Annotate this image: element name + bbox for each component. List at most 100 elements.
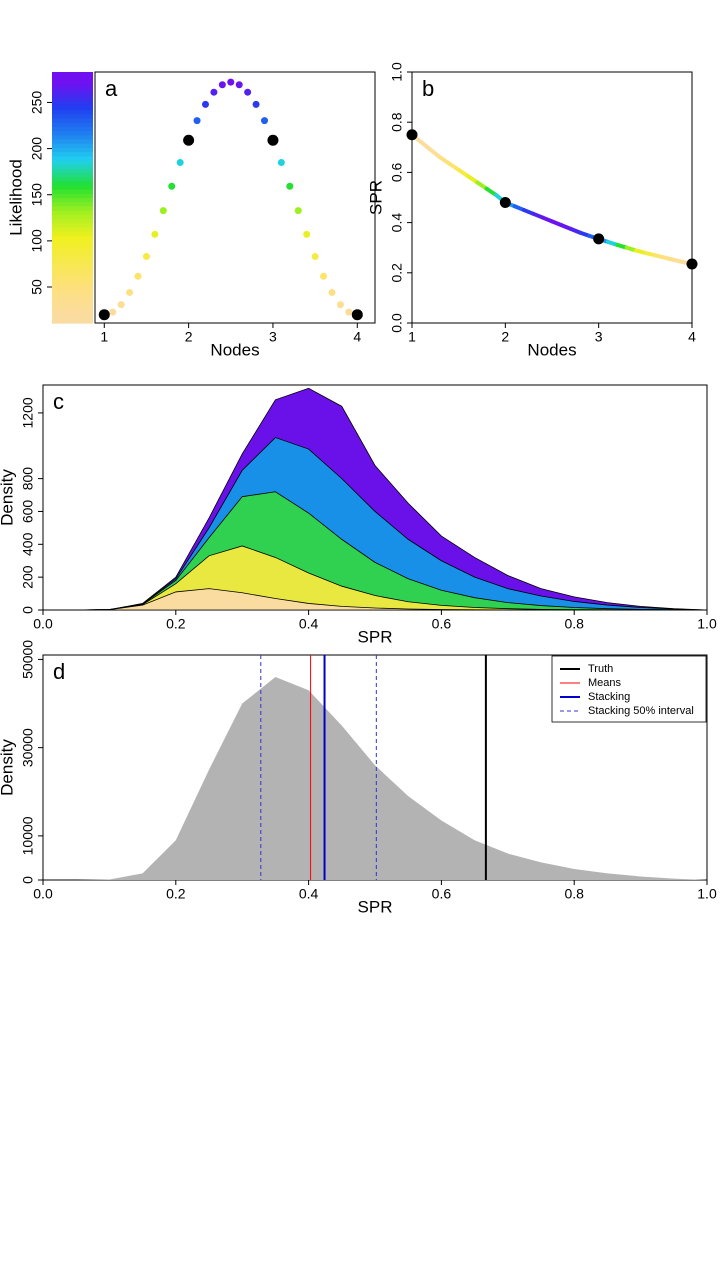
- x-axis-title: SPR: [358, 897, 393, 916]
- colorbar-swatch: [52, 276, 93, 282]
- x-tick-label: 0.8: [564, 886, 584, 902]
- x-tick-label: 0.6: [432, 886, 452, 902]
- x-tick-label: 4: [688, 329, 696, 345]
- panel-label: a: [105, 76, 118, 101]
- colorbar-swatch: [52, 306, 93, 312]
- curve-point: [159, 207, 167, 215]
- colorbar-swatch: [52, 272, 93, 278]
- colorbar-swatch: [52, 159, 93, 165]
- curve-point: [151, 230, 159, 238]
- colorbar-swatch: [52, 105, 93, 111]
- x-axis-title: Nodes: [210, 340, 259, 359]
- y-tick-label: 0.8: [389, 112, 405, 132]
- colorbar-swatch: [52, 151, 93, 157]
- x-tick-label: 0.2: [166, 886, 186, 902]
- y-axis-title: Likelihood: [6, 159, 25, 236]
- colorbar-swatch: [52, 201, 93, 207]
- curve-point: [252, 100, 260, 108]
- x-tick-label: 0.0: [33, 616, 53, 632]
- colorbar-swatch: [52, 302, 93, 307]
- node-point: [593, 233, 605, 245]
- colorbar-swatch: [52, 118, 93, 123]
- density-area: [43, 677, 707, 880]
- x-tick-label: 0.2: [166, 616, 186, 632]
- panel-label: c: [53, 389, 64, 414]
- curve-point: [303, 230, 311, 238]
- y-tick-label: 800: [20, 467, 36, 491]
- y-tick-label: 0.4: [389, 213, 405, 233]
- colorbar-swatch: [52, 130, 93, 136]
- legend-label: Truth: [588, 663, 613, 675]
- panel-label: d: [53, 659, 65, 684]
- curve-point: [286, 182, 294, 190]
- y-tick-label: 0: [20, 606, 36, 614]
- colorbar-swatch: [52, 293, 93, 299]
- colorbar-swatch: [52, 214, 93, 220]
- colorbar-swatch: [52, 143, 93, 148]
- x-tick-label: 0.8: [564, 616, 584, 632]
- curve-point: [244, 88, 252, 96]
- curve-point: [134, 272, 142, 280]
- curve-point: [176, 159, 184, 167]
- curve-point: [336, 301, 344, 309]
- curve-point: [277, 159, 285, 167]
- node-point: [98, 309, 110, 321]
- y-axis-title: Density: [0, 739, 16, 796]
- colorbar-swatch: [52, 97, 93, 102]
- curve-point: [168, 182, 176, 190]
- colorbar-swatch: [52, 239, 93, 245]
- colorbar-swatch: [52, 289, 93, 295]
- colorbar-swatch: [52, 314, 93, 320]
- colorbar-swatch: [52, 222, 93, 228]
- curve-point: [142, 253, 150, 261]
- x-tick-label: 0.6: [432, 616, 452, 632]
- curve-point: [294, 207, 302, 215]
- curve-point: [193, 117, 201, 125]
- x-tick-label: 2: [501, 329, 509, 345]
- colorbar-swatch: [52, 92, 93, 98]
- colorbar-swatch: [52, 235, 93, 240]
- node-point: [267, 134, 279, 146]
- y-tick-label: 150: [29, 183, 45, 207]
- panel-label: b: [422, 76, 434, 101]
- y-tick-label: 50000: [20, 640, 36, 679]
- colorbar-swatch: [52, 230, 93, 236]
- colorbar-swatch: [52, 243, 93, 249]
- density-area: [43, 588, 707, 611]
- x-tick-label: 1: [408, 329, 416, 345]
- curve-point: [117, 301, 125, 309]
- colorbar-swatch: [52, 268, 93, 274]
- y-tick-label: 200: [20, 565, 36, 589]
- colorbar-swatch: [52, 147, 93, 153]
- colorbar-swatch: [52, 76, 93, 81]
- x-tick-label: 1.0: [697, 616, 717, 632]
- colorbar-swatch: [52, 164, 93, 169]
- y-tick-label: 100: [29, 229, 45, 253]
- colorbar-swatch: [52, 226, 93, 232]
- plot-frame: [411, 71, 693, 324]
- colorbar-swatch: [52, 318, 93, 324]
- colorbar-swatch: [52, 184, 93, 190]
- y-tick-label: 0.0: [389, 313, 405, 333]
- curve-point: [126, 288, 134, 296]
- colorbar-swatch: [52, 297, 93, 303]
- y-tick-label: 1.0: [389, 62, 405, 82]
- colorbar-swatch: [52, 84, 93, 90]
- colorbar-swatch: [52, 109, 93, 115]
- plot-frame: [94, 71, 376, 324]
- colorbar-swatch: [52, 251, 93, 257]
- colorbar-swatch: [52, 122, 93, 127]
- y-tick-label: 600: [20, 500, 36, 524]
- node-point: [406, 129, 418, 141]
- colorbar-swatch: [52, 134, 93, 140]
- curve-point: [218, 81, 226, 89]
- x-tick-label: 3: [595, 329, 603, 345]
- y-tick-label: 0: [20, 876, 36, 884]
- curve-point: [320, 272, 328, 280]
- colorbar-swatch: [52, 205, 93, 211]
- legend-label: Stacking: [588, 691, 630, 703]
- colorbar-swatch: [52, 88, 93, 94]
- x-tick-label: 1.0: [697, 886, 717, 902]
- colorbar-swatch: [52, 126, 93, 132]
